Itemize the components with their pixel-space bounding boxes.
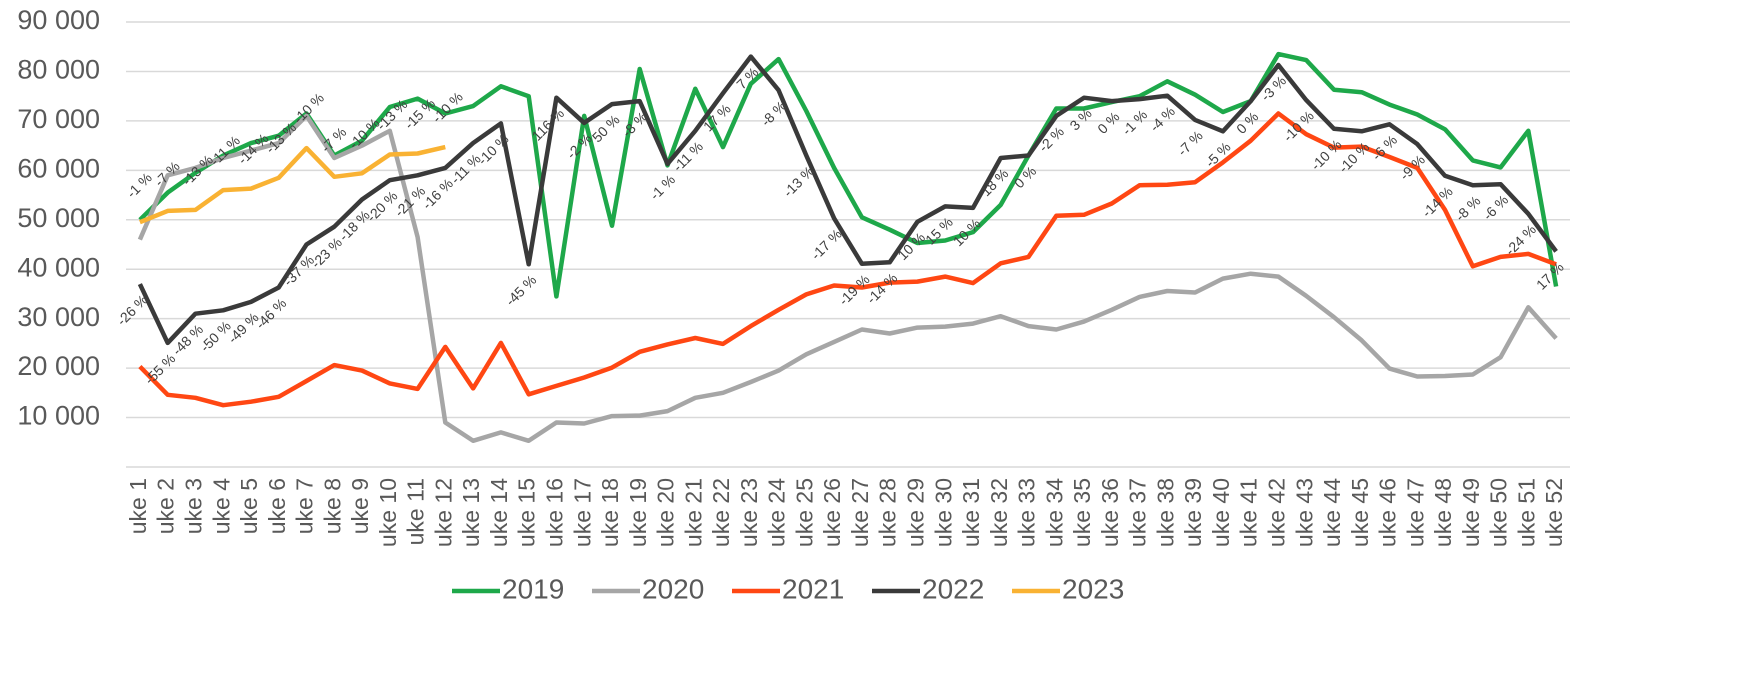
x-tick-label: uke 51 — [1513, 478, 1539, 547]
change-label: -45 % — [502, 272, 539, 309]
x-tick-label: uke 6 — [264, 478, 290, 534]
legend-label: 2020 — [642, 573, 704, 604]
change-label: -1 % — [123, 169, 155, 201]
x-tick-label: uke 7 — [292, 478, 318, 534]
x-tick-label: uke 32 — [986, 478, 1012, 547]
x-tick-label: uke 16 — [542, 478, 568, 547]
y-tick-label: 90 000 — [17, 5, 100, 35]
x-tick-label: uke 14 — [486, 478, 512, 547]
x-tick-label: uke 38 — [1152, 478, 1178, 547]
x-tick-label: uke 11 — [403, 478, 429, 545]
legend-label: 2019 — [502, 573, 564, 604]
x-tick-label: uke 50 — [1486, 478, 1512, 547]
change-label: -5 % — [1202, 139, 1234, 171]
change-label: -17 % — [808, 226, 845, 263]
x-tick-label: uke 52 — [1541, 478, 1567, 547]
x-tick-label: uke 5 — [236, 478, 262, 534]
x-tick-label: uke 45 — [1347, 478, 1373, 547]
legend-label: 2023 — [1062, 573, 1124, 604]
series-line — [137, 113, 1558, 444]
change-label: -7 % — [1174, 127, 1206, 159]
change-label: -4 % — [1146, 103, 1178, 135]
y-tick-label: 30 000 — [17, 302, 100, 332]
x-tick-label: uke 33 — [1014, 478, 1040, 547]
change-label: 7 % — [733, 64, 761, 92]
change-label: -55 % — [141, 350, 178, 387]
x-tick-label: uke 30 — [930, 478, 956, 547]
x-tick-label: uke 39 — [1180, 478, 1206, 547]
x-tick-label: uke 8 — [319, 478, 345, 534]
legend-label: 2022 — [922, 573, 984, 604]
x-tick-label: uke 9 — [347, 478, 373, 534]
x-tick-label: uke 49 — [1458, 478, 1484, 547]
x-tick-label: uke 23 — [736, 478, 762, 547]
series-line — [138, 51, 1559, 299]
x-tick-label: uke 18 — [597, 478, 623, 547]
x-tick-label: uke 4 — [208, 478, 234, 534]
x-tick-label: uke 10 — [375, 478, 401, 547]
x-tick-label: uke 41 — [1236, 478, 1262, 547]
x-tick-label: uke 40 — [1208, 478, 1234, 547]
y-tick-label: 50 000 — [17, 203, 100, 233]
x-tick-label: uke 47 — [1402, 478, 1428, 547]
series-line — [137, 54, 1558, 346]
change-label: 0 % — [1011, 163, 1039, 191]
change-label: -2 % — [1035, 123, 1067, 155]
x-tick-label: uke 17 — [569, 478, 595, 547]
x-tick-label: uke 26 — [819, 478, 845, 547]
x-tick-label: uke 44 — [1319, 478, 1345, 547]
x-tick-label: uke 43 — [1291, 478, 1317, 547]
y-tick-label: 10 000 — [17, 401, 100, 431]
x-tick-label: uke 48 — [1430, 478, 1456, 547]
x-tick-label: uke 46 — [1375, 478, 1401, 547]
y-tick-label: 60 000 — [17, 153, 100, 183]
series-line — [138, 111, 1557, 408]
x-tick-label: uke 27 — [847, 478, 873, 547]
y-tick-label: 70 000 — [17, 104, 100, 134]
change-label: 0 % — [1094, 109, 1122, 137]
x-tick-label: uke 34 — [1041, 478, 1067, 547]
legend-label: 2021 — [782, 573, 844, 604]
x-tick-label: uke 31 — [958, 478, 984, 547]
x-tick-label: uke 15 — [514, 478, 540, 547]
x-tick-label: uke 36 — [1097, 478, 1123, 547]
change-label: -1 % — [1119, 107, 1151, 139]
x-tick-label: uke 20 — [653, 478, 679, 547]
x-tick-label: uke 37 — [1125, 478, 1151, 547]
x-tick-label: uke 1 — [125, 478, 151, 534]
change-label: -19 % — [835, 271, 872, 308]
x-tick-label: uke 42 — [1264, 478, 1290, 547]
x-tick-label: uke 2 — [153, 478, 179, 534]
x-tick-label: uke 35 — [1069, 478, 1095, 547]
x-tick-label: uke 19 — [625, 478, 651, 547]
y-tick-label: 20 000 — [17, 351, 100, 381]
x-tick-label: uke 21 — [680, 478, 706, 547]
x-tick-label: uke 29 — [903, 478, 929, 547]
x-tick-label: uke 22 — [708, 478, 734, 547]
series-line — [139, 144, 446, 225]
change-label: -6 % — [1480, 192, 1512, 224]
change-label: -14 % — [1419, 183, 1456, 220]
x-tick-label: uke 13 — [458, 478, 484, 547]
y-tick-label: 80 000 — [17, 55, 100, 85]
change-label: -1 % — [647, 171, 679, 203]
change-label: 17 % — [1533, 259, 1567, 293]
y-tick-label: 40 000 — [17, 252, 100, 282]
x-tick-label: uke 24 — [764, 478, 790, 547]
x-tick-label: uke 12 — [430, 478, 456, 547]
x-tick-label: uke 3 — [181, 478, 207, 534]
x-tick-label: uke 25 — [791, 478, 817, 547]
x-tick-label: uke 28 — [875, 478, 901, 547]
